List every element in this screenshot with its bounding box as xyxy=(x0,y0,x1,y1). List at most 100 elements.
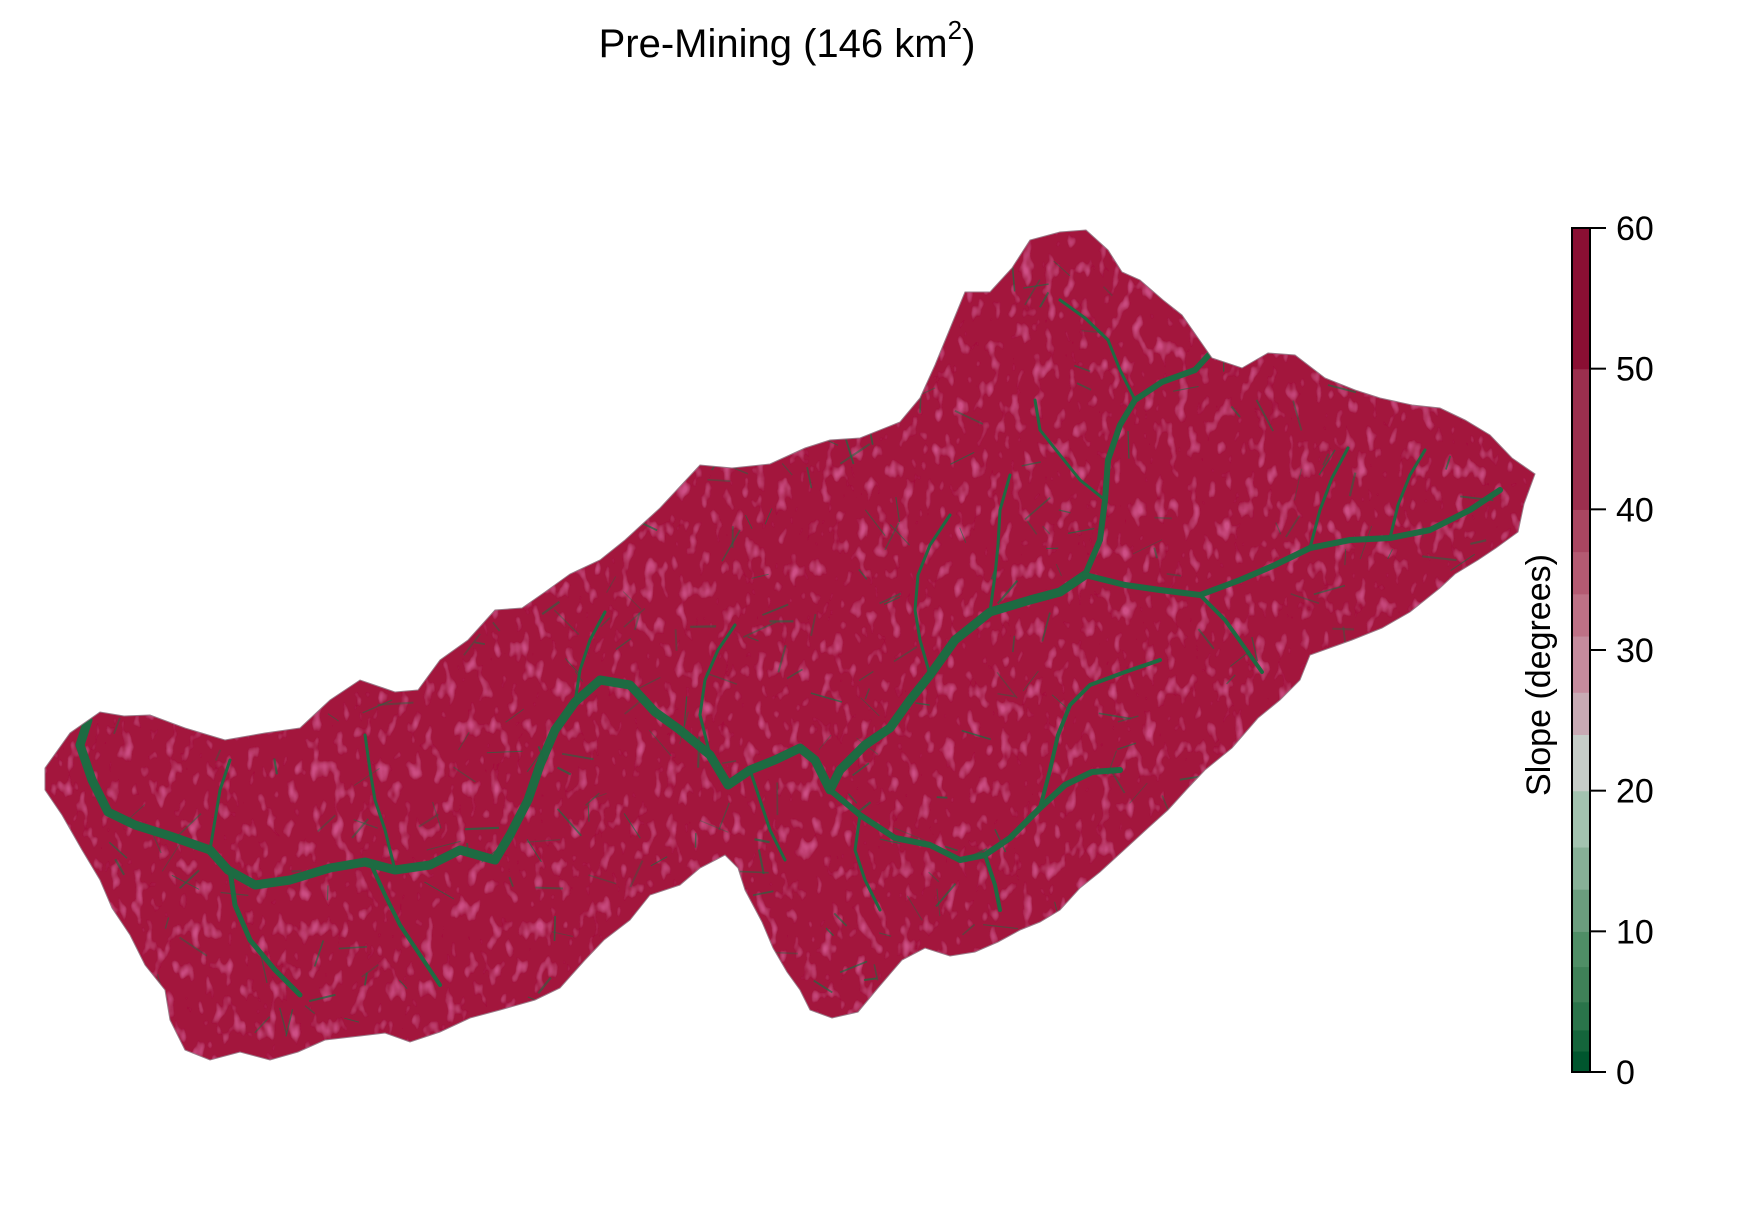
gully-line xyxy=(1175,956,1182,967)
gully-line xyxy=(781,462,793,476)
gully-line xyxy=(908,254,932,274)
gully-line xyxy=(398,979,408,990)
gully-line xyxy=(97,954,115,968)
gully-line xyxy=(875,313,887,344)
gully-line xyxy=(220,448,225,465)
gully-line xyxy=(108,841,128,859)
gully-line xyxy=(463,633,481,656)
colorbar-bin xyxy=(1572,509,1590,553)
gully-line xyxy=(279,1007,288,1035)
gully-line xyxy=(472,419,489,430)
gully-line xyxy=(718,802,730,830)
gully-line xyxy=(422,365,434,370)
gully-line xyxy=(1042,525,1051,535)
gully-line xyxy=(584,418,592,451)
gully-line xyxy=(928,871,940,883)
gully-line xyxy=(1076,899,1087,911)
gully-line xyxy=(864,688,870,700)
gully-line xyxy=(1348,261,1366,279)
gully-line xyxy=(239,497,274,504)
gully-line xyxy=(282,548,298,564)
gully-line xyxy=(344,1017,360,1023)
gully-line xyxy=(148,650,164,657)
gully-line xyxy=(371,423,390,437)
colorbar-bin xyxy=(1572,1001,1590,1031)
gully-line xyxy=(634,343,652,372)
gully-line xyxy=(997,693,1016,698)
gully-line xyxy=(1348,472,1357,497)
gully-line xyxy=(254,375,273,399)
gully-line xyxy=(506,508,518,516)
gully-line xyxy=(1111,771,1126,794)
gully-line xyxy=(292,283,317,299)
gully-line xyxy=(508,529,514,548)
gully-line xyxy=(895,497,901,523)
gully-line xyxy=(1290,593,1320,604)
gully-line xyxy=(496,523,525,543)
gully-line xyxy=(1413,1018,1423,1039)
gully-line xyxy=(906,895,923,921)
gully-line xyxy=(209,716,212,731)
south-branch-3 xyxy=(748,768,787,862)
gully-line xyxy=(50,251,62,258)
gully-line xyxy=(855,801,872,815)
gully-line xyxy=(1415,776,1423,805)
gully-line xyxy=(1021,461,1041,467)
gully-line xyxy=(526,839,560,843)
gully-line xyxy=(313,940,325,967)
colorbar-bin xyxy=(1572,228,1590,370)
gully-line xyxy=(214,749,222,761)
gully-line xyxy=(192,588,197,615)
gully-line xyxy=(638,979,651,997)
gully-line xyxy=(171,874,200,890)
gully-line xyxy=(565,658,580,675)
gully-line xyxy=(232,368,246,371)
gully-line xyxy=(810,613,817,636)
gully-line xyxy=(744,271,758,301)
gully-line xyxy=(102,316,108,330)
gully-line xyxy=(1024,279,1041,306)
gully-line xyxy=(660,402,695,410)
east-tributary-channel xyxy=(1082,487,1503,598)
gully-line xyxy=(1074,364,1091,372)
gully-line xyxy=(1130,1025,1146,1050)
colorbar-bin xyxy=(1572,368,1590,510)
gully-line xyxy=(775,342,784,361)
gully-line xyxy=(585,792,600,806)
gully-line xyxy=(590,487,597,500)
gully-line xyxy=(962,847,988,861)
southeast-branch-channel xyxy=(1038,658,1162,810)
gully-line xyxy=(733,467,749,475)
west-north-branch xyxy=(208,758,232,852)
gully-line xyxy=(983,923,1018,930)
gully-line xyxy=(1026,520,1038,535)
gully-line xyxy=(1443,683,1451,700)
south-branch-2 xyxy=(853,813,882,912)
gully-line xyxy=(164,361,190,379)
gully-line xyxy=(1470,539,1487,545)
gully-line xyxy=(1456,636,1460,651)
gully-line xyxy=(705,672,738,685)
gully-line xyxy=(886,378,902,401)
colorbar-tick-label: 60 xyxy=(1616,210,1654,248)
gully-line xyxy=(264,521,278,545)
gully-line xyxy=(879,838,901,845)
colorbar-bin xyxy=(1572,635,1590,693)
gully-line xyxy=(936,796,948,799)
gully-line xyxy=(553,915,556,942)
gully-line xyxy=(864,509,886,536)
gully-line xyxy=(1474,712,1494,722)
gully-line xyxy=(684,287,694,319)
gully-line xyxy=(487,1017,497,1038)
gully-line xyxy=(818,734,832,750)
gully-line xyxy=(961,729,991,741)
gully-line xyxy=(233,709,237,724)
colorbar-tick-label: 30 xyxy=(1616,632,1654,670)
colorbar-tick-label: 20 xyxy=(1616,773,1654,811)
gully-line xyxy=(508,876,514,887)
gully-line xyxy=(1466,787,1471,805)
gully-line xyxy=(1450,553,1475,572)
gully-line xyxy=(1474,637,1479,663)
gully-line xyxy=(950,451,975,465)
gully-line xyxy=(1153,547,1158,559)
